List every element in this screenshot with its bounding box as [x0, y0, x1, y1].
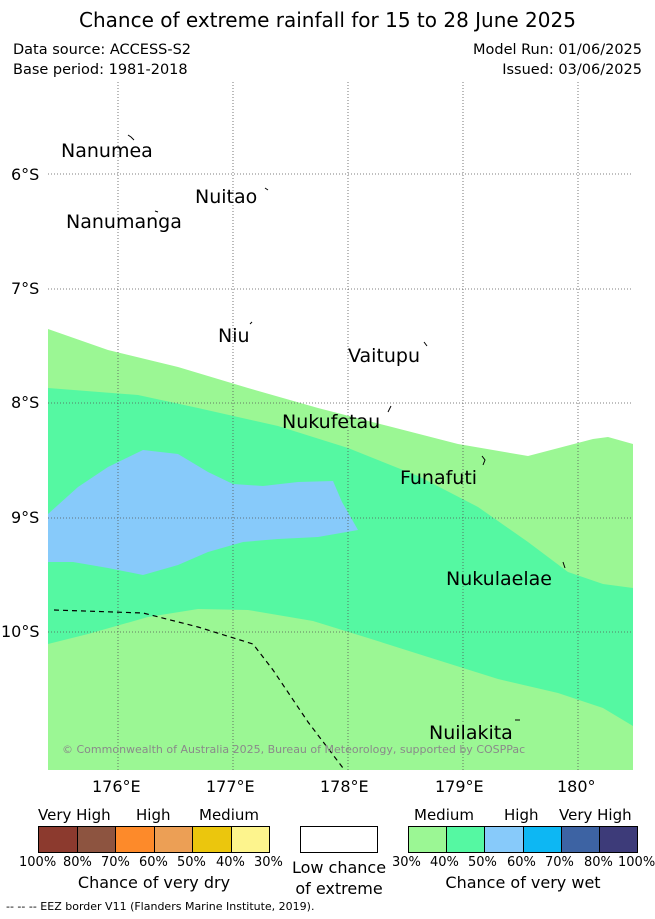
- low-chance-swatch: [300, 826, 378, 853]
- rainfall-map: [48, 82, 633, 770]
- gridlines: [48, 82, 633, 770]
- dry-swatch-4: [154, 827, 193, 852]
- wet-header-high: High: [504, 806, 539, 824]
- wet-swatch-2: [447, 827, 486, 852]
- island-label-nuitao: Nuitao: [195, 186, 258, 208]
- lon-label-180: 180°: [557, 777, 596, 796]
- lat-label-9s: 9°S: [11, 508, 40, 527]
- island-label-nuilakita: Nuilakita: [429, 722, 513, 744]
- wet-header-very-high: Very High: [559, 806, 632, 824]
- wet-swatch-3: [485, 827, 524, 852]
- data-source: Data source: ACCESS-S2: [13, 42, 192, 58]
- wet-tick-50: 50%: [468, 855, 497, 870]
- island-shape-nanumea: [127, 134, 135, 141]
- zone-wet-high: [48, 450, 358, 575]
- island-label-funafuti: Funafuti: [400, 467, 478, 489]
- wet-legend-title: Chance of very wet: [445, 873, 601, 892]
- low-chance-line1: Low chance: [291, 858, 387, 877]
- copyright-notice: © Commonwealth of Australia 2025, Bureau…: [62, 743, 526, 756]
- dry-tick-60: 60%: [139, 855, 168, 870]
- island-shape-vaitupu: [423, 341, 428, 347]
- island-shape-nukulaelae: [562, 561, 566, 569]
- dry-header-medium: Medium: [199, 806, 259, 824]
- dry-swatch-5: [193, 827, 232, 852]
- dry-swatch-2: [77, 827, 116, 852]
- wet-tick-70: 70%: [545, 855, 574, 870]
- lat-label-8s: 8°S: [11, 393, 40, 412]
- island-label-nukulaelae: Nukulaelae: [446, 568, 552, 590]
- island-shape-niu: [249, 321, 253, 325]
- wet-tick-80: 80%: [584, 855, 613, 870]
- lat-label-7s: 7°S: [11, 279, 40, 298]
- lat-label-10s: 10°S: [1, 622, 40, 641]
- dry-tick-100: 100%: [19, 855, 57, 870]
- lon-label-177e: 177°E: [206, 777, 255, 796]
- dry-header-high: High: [136, 806, 171, 824]
- wet-swatch-4: [523, 827, 562, 852]
- model-run: Model Run: 01/06/2025: [472, 42, 642, 58]
- wet-tick-100: 100%: [618, 855, 655, 870]
- dry-header-very-high: Very High: [38, 806, 111, 824]
- map-title: Chance of extreme rainfall for 15 to 28 …: [79, 8, 576, 32]
- wet-swatch-5: [561, 827, 600, 852]
- dry-tick-30: 30%: [254, 855, 283, 870]
- island-shapes: [127, 134, 566, 721]
- island-label-vaitupu: Vaitupu: [348, 345, 421, 367]
- wet-swatch-6: [599, 827, 638, 852]
- eez-footnote: -- -- -- EEZ border V11 (Flanders Marine…: [6, 900, 315, 913]
- wet-colorbar: [408, 826, 638, 853]
- base-period: Base period: 1981-2018: [13, 62, 188, 78]
- lon-label-179e: 179°E: [435, 777, 484, 796]
- dry-swatch-6: [231, 827, 269, 852]
- wet-tick-60: 60%: [507, 855, 536, 870]
- lon-label-176e: 176°E: [92, 777, 141, 796]
- lat-label-6s: 6°S: [11, 165, 40, 184]
- dry-tick-40: 40%: [216, 855, 245, 870]
- island-label-nukufetau: Nukufetau: [282, 411, 381, 433]
- dry-colorbar: [38, 826, 270, 853]
- dry-swatch-3: [116, 827, 155, 852]
- zone-wet-lower: [48, 652, 358, 770]
- island-shape-nanumanga: [154, 210, 159, 213]
- island-shape-nuitao: [264, 187, 269, 191]
- dry-swatch-1: [39, 827, 78, 852]
- island-label-niu: Niu: [218, 325, 250, 347]
- wet-header-medium: Medium: [414, 806, 474, 824]
- low-chance-line2: of extreme: [295, 879, 383, 898]
- issued-date: Issued: 03/06/2025: [502, 62, 642, 78]
- dry-tick-80: 80%: [63, 855, 92, 870]
- dry-tick-70: 70%: [101, 855, 130, 870]
- dry-tick-50: 50%: [177, 855, 206, 870]
- island-label-nanumea: Nanumea: [61, 140, 153, 162]
- dry-legend-title: Chance of very dry: [77, 873, 231, 892]
- wet-tick-40: 40%: [430, 855, 459, 870]
- lon-label-178e: 178°E: [320, 777, 369, 796]
- island-shape-funafuti: [481, 455, 486, 466]
- wet-swatch-1: [409, 827, 448, 852]
- wet-tick-30: 30%: [392, 855, 421, 870]
- eez-border: [53, 609, 344, 769]
- island-shape-nukufetau: [387, 405, 392, 413]
- island-label-nanumanga: Nanumanga: [66, 211, 182, 233]
